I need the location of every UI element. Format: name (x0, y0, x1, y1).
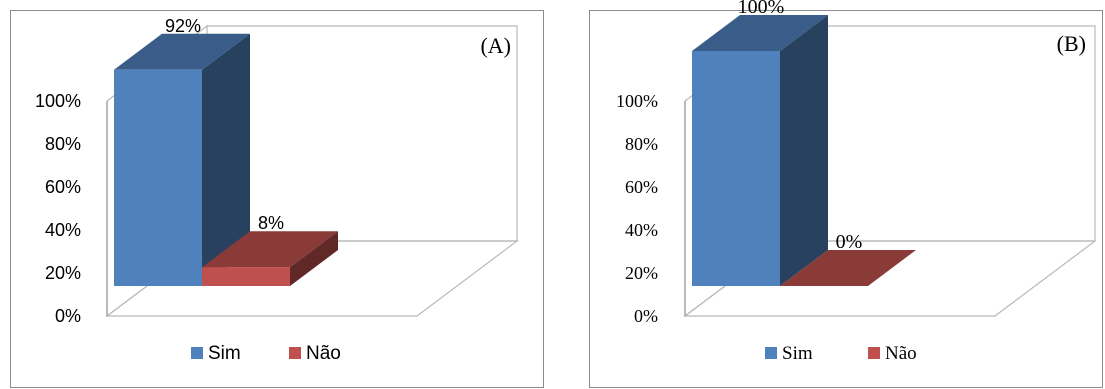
bar-side-Não (290, 231, 338, 286)
y-tick-label: 0% (634, 306, 658, 326)
chart-a-svg: 0% 20% 40% 60% 80% 100% 92% 8% (A) Sim Não (35, 16, 519, 364)
data-label-Sim: 92% (165, 16, 201, 36)
bar-side-Sim (202, 33, 250, 286)
y-tick-label: 0% (55, 306, 81, 326)
bar-front-Sim (692, 51, 780, 286)
data-label-Não: 8% (258, 213, 284, 233)
legend-label-Sim: Sim (208, 343, 241, 364)
y-tick-label: 80% (625, 134, 658, 154)
bar-side-Sim (780, 15, 828, 286)
legend-label-Não: Não (885, 343, 917, 364)
legend-label-Sim: Sim (782, 343, 813, 364)
data-label-Não: 0% (836, 231, 863, 253)
legend-swatch-Sim (191, 347, 203, 359)
data-label-Sim: 100% (738, 0, 785, 18)
bar-top-Sim (114, 33, 250, 70)
y-tick-label: 40% (45, 220, 81, 240)
bar-top-Não (780, 250, 916, 286)
bar-front-Sim (114, 69, 202, 286)
back-wall-right-frame (207, 25, 518, 242)
back-wall-right-frame (785, 25, 1096, 242)
panel-label: (B) (1057, 31, 1086, 56)
chart-panel-a: 0% 20% 40% 60% 80% 100% 92% 8% (A) Sim Não (10, 10, 544, 388)
chart-panel-b: 0% 20% 40% 60% 80% 100% 100% 0% (B) Sim Não (589, 0, 1103, 388)
y-tick-label: 20% (45, 263, 81, 283)
panel-label: (A) (480, 33, 511, 58)
y-tick-label: 100% (616, 91, 658, 111)
y-tick-label: 60% (625, 177, 658, 197)
chart-b-svg: 0% 20% 40% 60% 80% 100% 100% 0% (B) Sim Não (616, 0, 1097, 364)
legend-swatch-Sim (765, 347, 777, 359)
legend-swatch-Não (868, 347, 880, 359)
y-tick-label: 40% (625, 220, 658, 240)
y-tick-label: 20% (625, 263, 658, 283)
bar-front-Não (202, 267, 290, 286)
legend-label-Não: Não (306, 343, 341, 364)
y-tick-label: 100% (35, 91, 81, 111)
bar-top-Sim (692, 15, 828, 51)
legend-swatch-Não (289, 347, 301, 359)
y-tick-label: 60% (45, 177, 81, 197)
bar-top-Não (202, 231, 338, 268)
y-tick-label: 80% (45, 134, 81, 154)
